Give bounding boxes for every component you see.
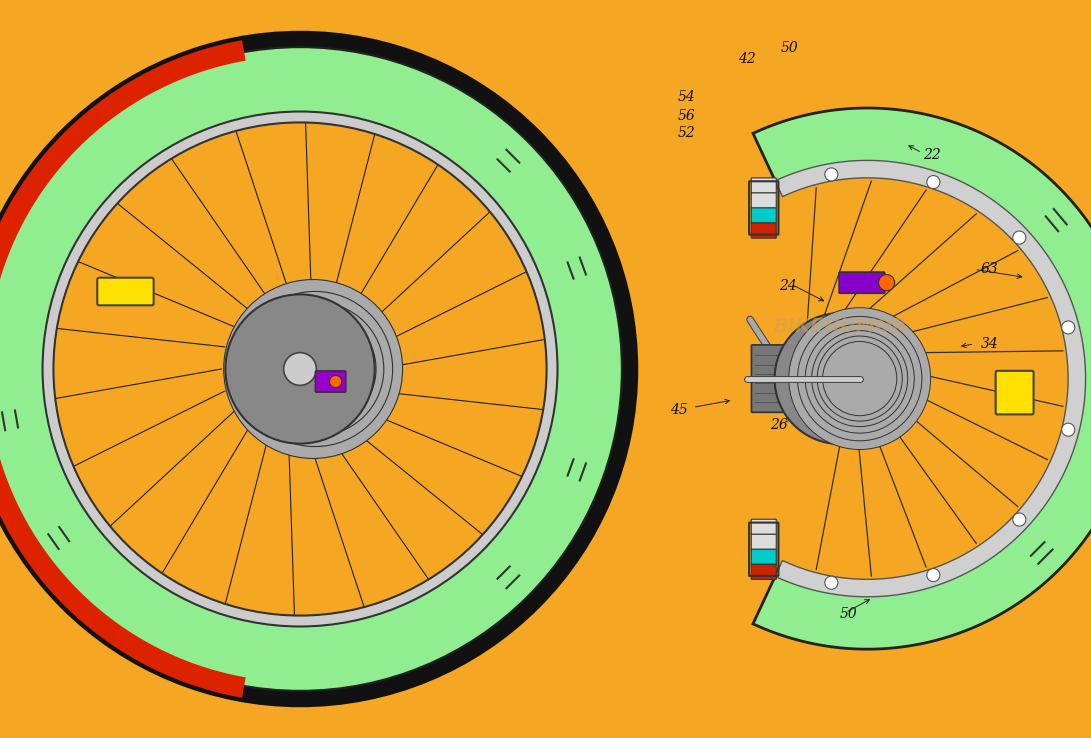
Circle shape <box>1062 321 1075 334</box>
Circle shape <box>927 176 940 189</box>
FancyBboxPatch shape <box>752 345 856 413</box>
FancyBboxPatch shape <box>752 549 777 565</box>
Circle shape <box>823 342 897 415</box>
Circle shape <box>281 328 364 410</box>
Circle shape <box>812 331 908 427</box>
Text: 42: 42 <box>739 52 756 66</box>
Circle shape <box>825 576 838 589</box>
Circle shape <box>43 111 558 627</box>
Circle shape <box>284 353 316 385</box>
Circle shape <box>290 334 359 404</box>
FancyBboxPatch shape <box>752 193 777 208</box>
FancyBboxPatch shape <box>752 178 777 193</box>
Polygon shape <box>775 160 1086 597</box>
Text: 45: 45 <box>670 403 687 416</box>
FancyBboxPatch shape <box>97 277 154 306</box>
Circle shape <box>798 317 922 441</box>
Circle shape <box>817 336 902 421</box>
Circle shape <box>0 47 622 691</box>
FancyBboxPatch shape <box>752 520 777 534</box>
Circle shape <box>825 168 838 181</box>
FancyBboxPatch shape <box>315 371 346 392</box>
FancyBboxPatch shape <box>839 272 885 293</box>
Circle shape <box>226 294 374 444</box>
Text: 24: 24 <box>779 280 796 293</box>
Circle shape <box>273 320 370 418</box>
Text: 22: 22 <box>923 148 940 162</box>
Circle shape <box>927 568 940 582</box>
Text: 26: 26 <box>770 418 788 432</box>
Circle shape <box>53 123 547 615</box>
Circle shape <box>329 376 341 387</box>
Polygon shape <box>753 108 1091 649</box>
Polygon shape <box>0 41 245 697</box>
Circle shape <box>805 324 914 433</box>
Text: 50: 50 <box>781 41 799 55</box>
Circle shape <box>789 308 931 449</box>
Text: 54: 54 <box>678 91 695 104</box>
FancyBboxPatch shape <box>752 223 777 238</box>
Circle shape <box>878 275 895 291</box>
Circle shape <box>250 303 384 435</box>
Text: 50: 50 <box>840 607 858 621</box>
Text: 52: 52 <box>678 126 695 139</box>
FancyBboxPatch shape <box>996 370 1033 415</box>
Circle shape <box>1012 231 1026 244</box>
FancyBboxPatch shape <box>752 208 777 223</box>
FancyBboxPatch shape <box>752 534 777 550</box>
Circle shape <box>238 292 393 446</box>
Text: 34: 34 <box>981 337 998 351</box>
Circle shape <box>775 313 906 444</box>
Circle shape <box>1012 513 1026 526</box>
Circle shape <box>1062 423 1075 436</box>
Circle shape <box>0 31 638 707</box>
Circle shape <box>298 340 356 398</box>
FancyBboxPatch shape <box>752 564 777 579</box>
Circle shape <box>224 280 403 458</box>
Circle shape <box>262 312 376 426</box>
Text: 63: 63 <box>981 263 998 276</box>
Text: BIKEHUMOR: BIKEHUMOR <box>774 317 907 336</box>
Text: 56: 56 <box>678 109 695 123</box>
